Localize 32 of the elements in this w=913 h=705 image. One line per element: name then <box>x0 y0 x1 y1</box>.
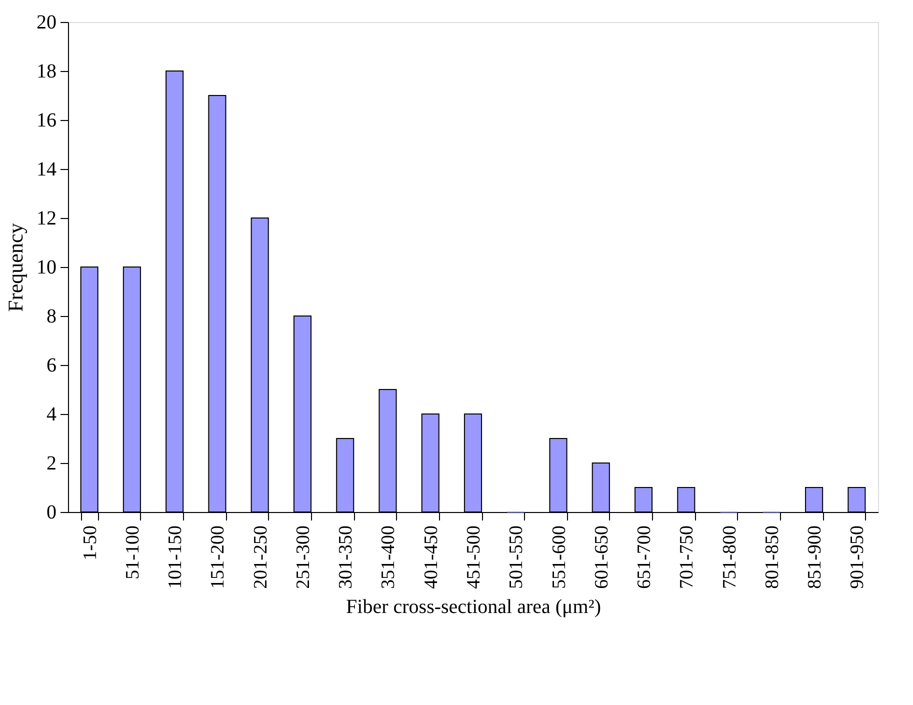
x-tick-label: 801-850 <box>762 526 783 589</box>
y-tick-label: 20 <box>36 12 56 34</box>
x-axis-title: Fiber cross-sectional area (μm²) <box>346 596 601 618</box>
y-tick-label: 8 <box>46 306 56 328</box>
y-tick-label: 12 <box>36 208 56 230</box>
x-tick-label: 451-500 <box>464 526 484 589</box>
x-tick-label: 351-400 <box>378 526 400 589</box>
x-tick-label: 1-50 <box>80 526 101 560</box>
x-tick-label: 201-250 <box>250 526 272 589</box>
y-tick-label: 2 <box>46 452 56 474</box>
x-tick-label: 501-550 <box>506 526 528 589</box>
y-tick-label: 18 <box>36 60 56 82</box>
x-tick-label: 51-100 <box>122 526 144 580</box>
y-axis-title: Frequency <box>4 222 28 312</box>
y-tick-label: 16 <box>36 110 56 132</box>
x-tick-label: 901-950 <box>847 526 868 589</box>
y-tick-label: 0 <box>46 502 56 524</box>
x-tick-label: 701-750 <box>676 526 698 589</box>
x-tick-label: 151-200 <box>208 526 229 589</box>
y-tick-label: 6 <box>46 354 56 376</box>
x-tick-label: 651-700 <box>634 526 656 589</box>
x-tick-label: 251-300 <box>292 526 314 589</box>
x-tick-label: 601-650 <box>591 526 612 589</box>
y-tick-label: 14 <box>36 158 56 180</box>
x-tick-label: 751-800 <box>719 526 740 589</box>
x-tick-label: 551-600 <box>548 526 570 589</box>
x-tick-label: 101-150 <box>165 526 186 589</box>
x-tick-label: 301-350 <box>336 526 357 589</box>
y-tick-label: 4 <box>46 404 56 426</box>
x-tick-label: 851-900 <box>804 526 826 589</box>
y-tick-label: 10 <box>36 256 56 278</box>
x-tick-label: 401-450 <box>420 526 442 589</box>
